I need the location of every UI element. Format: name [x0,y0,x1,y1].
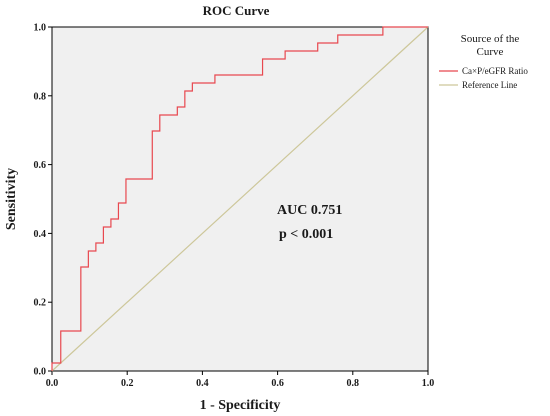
y-axis-ticks: 0.0 0.2 0.4 0.6 0.8 1.0 [34,23,52,378]
y-tick-label: 0.8 [34,91,47,102]
auc-annotation: AUC 0.751 [277,203,342,218]
y-tick-label: 1.0 [34,23,47,34]
x-tick-label: 0.8 [347,378,360,389]
legend: Source of the Curve Ca×P/eGFR Ratio Refe… [439,33,528,90]
legend-title-line1: Source of the [461,33,520,45]
series-line-ratio [51,26,428,371]
x-tick-label: 1.0 [422,378,435,389]
x-axis-ticks: 0.0 0.2 0.4 0.6 0.8 1.0 [46,371,435,389]
legend-label-reference: Reference Line [462,80,517,90]
x-tick-label: 0.4 [196,378,209,389]
y-tick-label: 0.0 [34,367,47,378]
x-tick-label: 0.0 [46,378,59,389]
x-axis-label: 1 - Specificity [200,398,281,413]
p-value-annotation: p < 0.001 [279,227,333,242]
series-line-reference [51,26,429,372]
y-tick-label: 0.6 [34,160,47,171]
legend-label-ratio: Ca×P/eGFR Ratio [462,66,528,76]
legend-title-line2: Curve [477,46,504,58]
chart-title: ROC Curve [203,3,270,18]
y-axis-label: Sensitivity [4,168,19,230]
y-tick-label: 0.2 [34,298,47,309]
series-layer [51,26,429,372]
x-tick-label: 0.2 [121,378,134,389]
x-tick-label: 0.6 [271,378,284,389]
y-tick-label: 0.4 [34,229,47,240]
